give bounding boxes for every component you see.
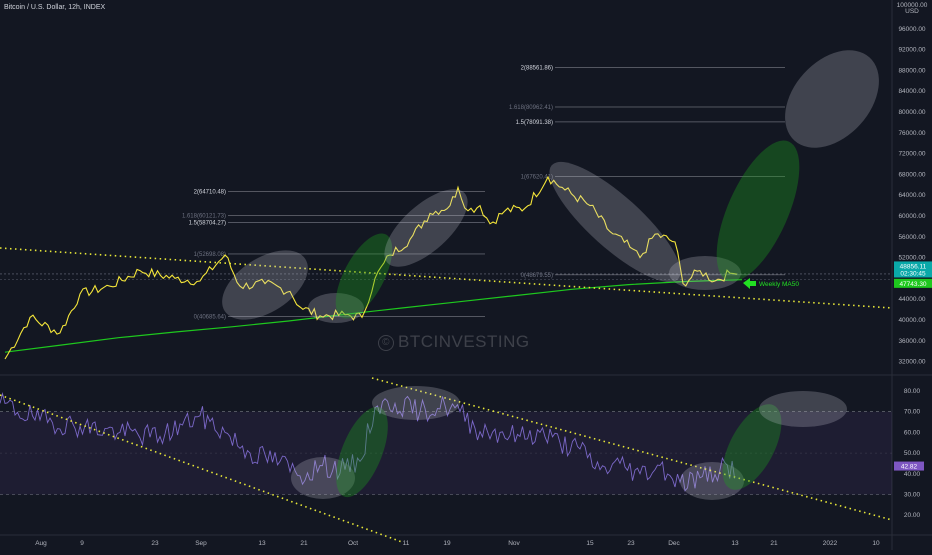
fib-label-left_15: 1.5(58704.27) [189,221,226,227]
price-tick-15: 32000.00 [898,359,925,366]
ellipse-sep [222,250,308,320]
ellipse-rsi-oct [372,386,460,420]
time-label-5: 21 [300,540,308,547]
ma-price-tag: 47743.30 [899,281,926,288]
price-tick-4: 80000.00 [898,109,925,116]
price-tick-11: 52000.00 [898,255,925,262]
ma50-line [4,279,743,353]
price-trendline [0,247,893,309]
chart-title: Bitcoin / U.S. Dollar, 12h, INDEX [4,4,106,11]
price-tick-10: 56000.00 [898,234,925,241]
time-label-15: 2022 [823,540,838,547]
time-label-12: Dec [668,540,680,547]
fib-label-right_1618: 1.618(80962.41) [509,105,553,111]
ellipse-rsi-dec [680,462,744,500]
ellipse-green-dec [716,140,800,282]
ellipse-rsi-target [759,391,847,427]
fib-label-right_15: 1.5(78091.38) [516,120,553,126]
fib-label-right_0: 0(48679.55) [521,273,553,279]
rsi-tick-2: 60.00 [904,429,921,436]
time-label-6: Oct [348,540,358,547]
rsi-line [0,392,736,492]
ellipse-rsi-sep [291,457,355,499]
time-label-7: 11 [403,540,410,547]
ma-price-tag-bg [894,278,932,288]
copyright-icon: © [378,335,394,351]
fib-label-left_1618: 1.618(60121.73) [182,213,226,219]
ellipse-rsi-green-oct [336,406,388,498]
fib-label-left_2: 2(64710.48) [194,190,226,196]
time-label-3: Sep [195,540,207,547]
price-tick-2: 88000.00 [898,67,925,74]
time-label-14: 21 [770,540,778,547]
last-price-tag-bg [894,261,932,271]
time-label-0: Aug [35,540,47,547]
fib-label-right_1: 1(67620.41) [521,174,553,180]
ellipse-rsi-green-dec [722,404,782,490]
ellipse-green-oct [335,233,393,319]
price-unit-label: USD [905,8,919,15]
price-tick-0: 96000.00 [898,26,925,33]
ellipse-dec [669,256,741,290]
time-label-8: 19 [443,540,451,547]
price-tick-14: 36000.00 [898,338,925,345]
rsi-tick-1: 70.00 [904,409,921,416]
price-tick-5: 76000.00 [898,130,925,137]
time-label-10: 15 [586,540,594,547]
countdown-tag: 02:30:45 [900,270,926,277]
rsi-tick-0: 80.00 [904,388,921,395]
rsi-tick-5: 30.00 [904,492,921,499]
ellipse-nov-dec [549,161,681,283]
price-tick-7: 68000.00 [898,171,925,178]
price-tick-3: 84000.00 [898,88,925,95]
time-label-2: 23 [151,540,159,547]
time-label-9: Nov [508,540,520,547]
price-tick-9: 60000.00 [898,213,925,220]
time-label-16: 10 [872,540,880,547]
countdown-tag-bg [894,268,932,278]
ellipse-oct-nov [384,189,468,267]
time-label-13: 13 [731,540,739,547]
rsi-value-tag: 42.82 [901,464,918,471]
price-tick-8: 64000.00 [898,192,925,199]
ellipse-late-sep [308,293,364,323]
rsi-tick-6: 20.00 [904,512,921,519]
price-tick-13: 40000.00 [898,317,925,324]
last-price-tag: 48856.11 [900,263,927,270]
ma50-arrow-icon [743,278,756,289]
watermark-text: BTCINVESTING [398,332,530,351]
rsi-trendline-lower [0,394,403,543]
price-line [4,175,738,360]
rsi-tick-3: 50.00 [904,450,921,457]
ellipse-target [785,50,879,148]
ma50-annotation: Weekly MA50 [759,281,799,288]
time-label-1: 9 [80,540,84,547]
fib-label-left_0: 0(40685.64) [194,314,226,320]
time-label-11: 23 [627,540,635,547]
rsi-tick-4: 40.00 [904,471,921,478]
fib-label-right_2: 2(88561.86) [521,65,553,71]
price-unit-top: 100000.00 [897,2,928,9]
watermark: © BTCINVESTING [378,332,530,352]
price-tick-6: 72000.00 [898,151,925,158]
rsi-value-tag-bg [894,461,924,471]
price-tick-1: 92000.00 [898,47,925,54]
price-tick-12: 44000.00 [898,296,925,303]
fib-label-left_1: 1(52698.08) [194,252,226,258]
time-label-4: 13 [258,540,266,547]
